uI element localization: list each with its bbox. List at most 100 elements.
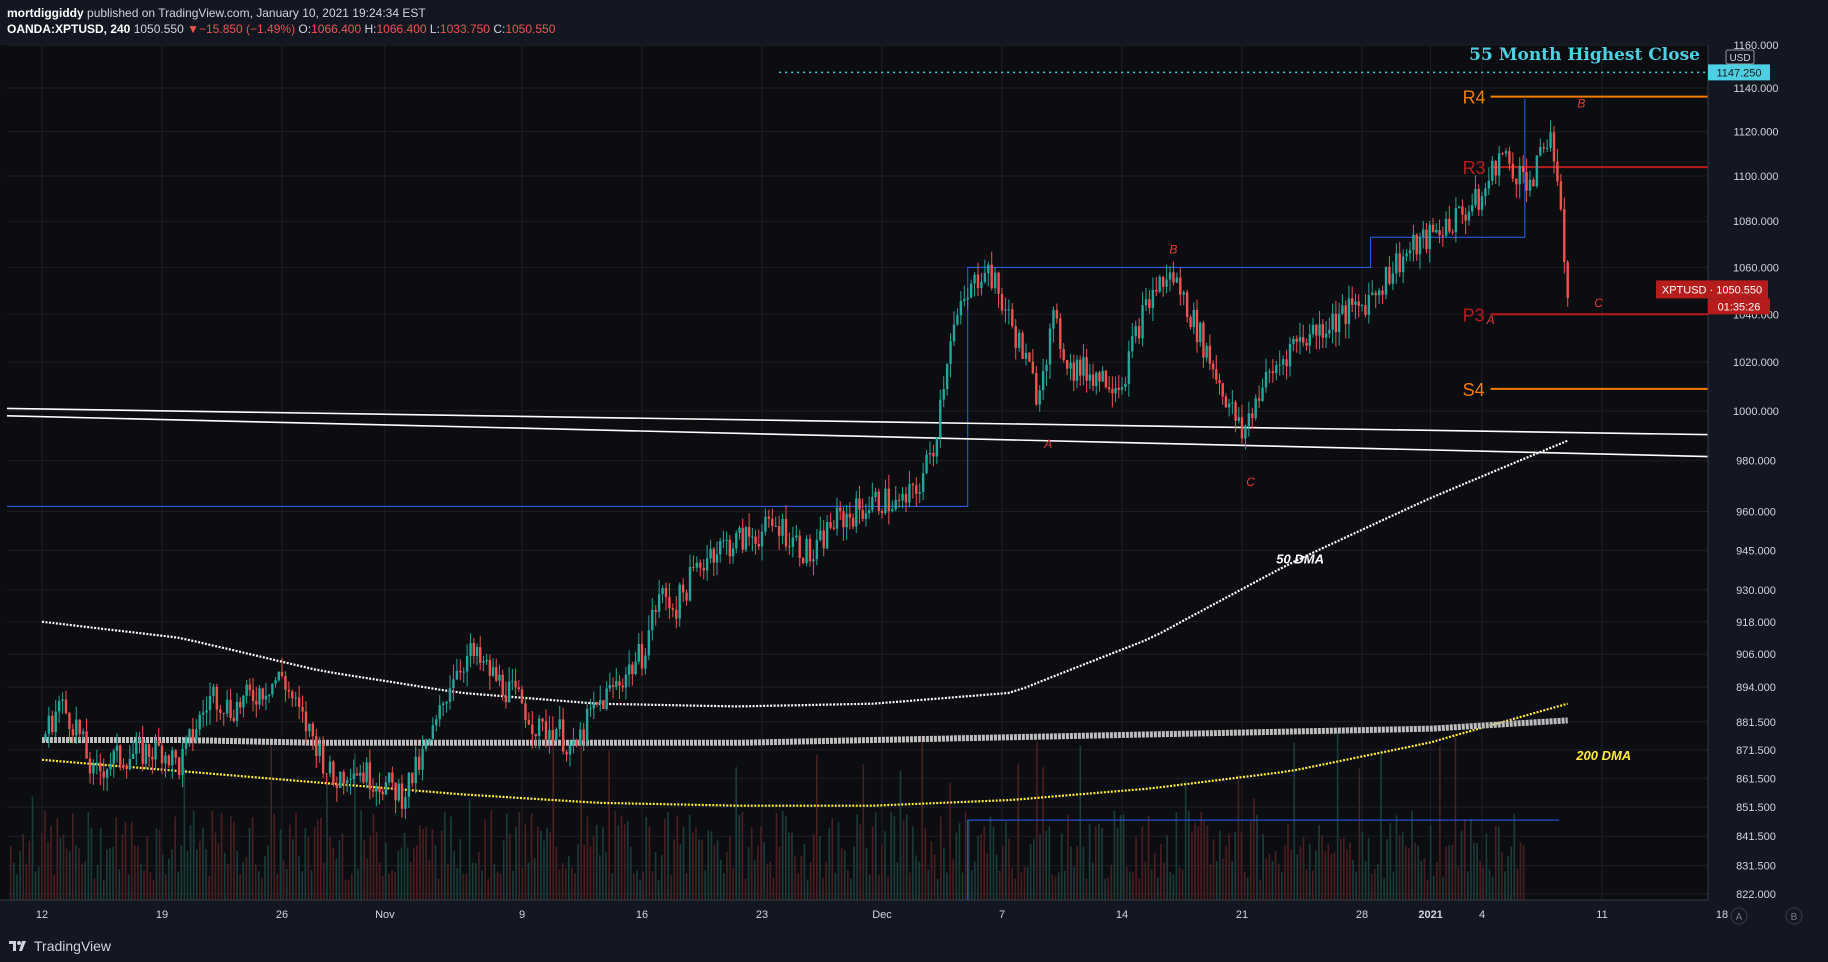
volume-bar (344, 879, 347, 900)
candle-body (798, 535, 801, 558)
volume-bar (403, 832, 406, 900)
candle-body (671, 608, 675, 610)
candle-body (394, 782, 397, 801)
candle-body (1175, 277, 1179, 283)
tradingview-brand[interactable]: TradingView (8, 938, 111, 954)
volume-bar (1343, 838, 1345, 900)
volume-bar (174, 816, 176, 900)
volume-bar (196, 849, 198, 900)
candle-body (1172, 272, 1175, 283)
candle-body (627, 664, 631, 675)
auto-scale-button[interactable] (1730, 907, 1748, 925)
price-tick-label: 841.500 (1736, 831, 1776, 843)
moving-average-line (42, 717, 1568, 746)
highest-close-tag (1708, 64, 1770, 81)
volume-bar (642, 871, 644, 900)
wave-label: A (1043, 437, 1052, 451)
candle-body (1305, 342, 1308, 346)
candle-body (585, 708, 589, 742)
volume-bar (729, 836, 731, 900)
volume-bar (825, 861, 827, 900)
countdown-tag (1708, 298, 1770, 315)
volume-bar (806, 879, 809, 900)
time-tick-label: 14 (1116, 909, 1128, 921)
volume-bar (1349, 842, 1351, 900)
author-name[interactable]: mortdiggiddy (7, 6, 84, 20)
candle-body (725, 539, 728, 541)
price-tick-label: 1000.000 (1733, 406, 1779, 418)
candle-body (897, 499, 901, 501)
candle-body (1165, 279, 1168, 287)
candle-body (815, 539, 819, 560)
volume-bar (245, 856, 248, 900)
candle-body (983, 273, 987, 282)
volume-bar (1042, 767, 1044, 900)
volume-bar (1312, 870, 1314, 900)
publish-info: published on TradingView.com, January 10… (87, 6, 426, 20)
volume-bar (1330, 853, 1333, 900)
candle-body (825, 521, 829, 549)
volume-bar (998, 870, 1001, 900)
candle-body (858, 498, 861, 510)
volume-bar (1119, 815, 1122, 900)
volume-bar (59, 837, 62, 900)
symbol-label[interactable]: OANDA:XPTUSD, 240 (7, 22, 131, 36)
candle-body (277, 671, 280, 681)
candle-body (544, 721, 548, 740)
volume-bar (419, 825, 421, 900)
candle-body (572, 740, 575, 745)
candle-body (51, 715, 54, 733)
volume-bar (1002, 846, 1004, 900)
volume-bar (1386, 838, 1388, 900)
candle-body (245, 684, 248, 696)
candle-body (431, 725, 435, 739)
candle-body (1052, 310, 1055, 329)
candle-body (1347, 298, 1351, 324)
volume-bar (1067, 814, 1069, 900)
candle-body (255, 701, 258, 705)
volume-bar (1256, 814, 1258, 900)
volume-bar (630, 847, 632, 900)
candle-body (1344, 305, 1347, 324)
candle-body (1111, 389, 1114, 394)
candle-body (57, 700, 61, 712)
volume-bar (499, 873, 502, 900)
volume-bar (1219, 830, 1221, 900)
volume-bar (1104, 878, 1106, 900)
volume-bar (1048, 826, 1051, 900)
volume-bar (258, 871, 260, 900)
volume-bar (1194, 822, 1196, 900)
volume-bar (828, 828, 830, 900)
candle-body (637, 644, 640, 662)
volume-bar (732, 867, 734, 900)
candle-body (411, 772, 414, 784)
volume-bar (1188, 810, 1190, 900)
candle-body (812, 559, 815, 562)
volume-bar (180, 845, 183, 900)
candle-body (517, 687, 520, 690)
candle-body (491, 667, 495, 676)
candle-body (668, 596, 671, 609)
volume-bar (651, 871, 654, 900)
volume-bar (378, 862, 381, 900)
candle-body (1158, 276, 1161, 292)
candle-body (839, 507, 842, 512)
candle-body (695, 562, 699, 568)
volume-bar (620, 815, 623, 900)
volume-bar (760, 826, 762, 900)
volume-bar (1225, 845, 1227, 900)
volume-bar (543, 840, 545, 900)
volume-bar (109, 848, 111, 900)
candle-body (297, 697, 301, 707)
volume-bar (1181, 869, 1184, 900)
price-tick-label: 822.000 (1736, 889, 1776, 901)
price-chart[interactable]: R4 R3 P3 S4 55 Month Highest Close 50 DMA 200 … (0, 0, 1828, 932)
candle-body (1354, 301, 1357, 305)
candle-body (455, 670, 459, 680)
volume-bar (1228, 833, 1230, 900)
log-scale-button[interactable] (1785, 907, 1803, 925)
volume-bar (1271, 861, 1274, 900)
price-tick-label: 881.500 (1736, 717, 1776, 729)
candle-body (1285, 359, 1288, 367)
candle-body (861, 509, 864, 519)
